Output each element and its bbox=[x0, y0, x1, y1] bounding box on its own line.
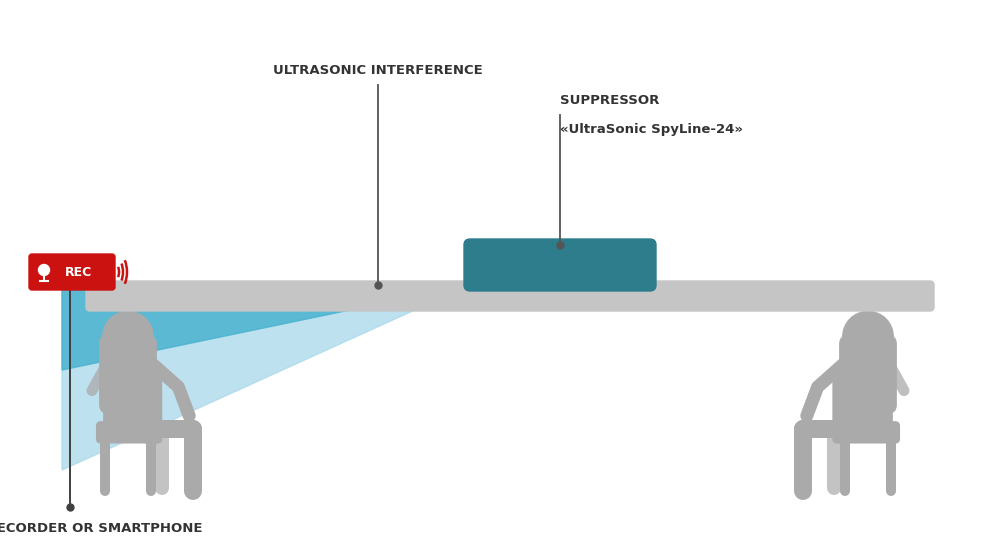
FancyBboxPatch shape bbox=[97, 422, 159, 443]
Polygon shape bbox=[62, 285, 470, 470]
FancyBboxPatch shape bbox=[104, 397, 152, 438]
FancyBboxPatch shape bbox=[840, 336, 896, 413]
Text: SUPPRESSOR: SUPPRESSOR bbox=[560, 94, 659, 107]
FancyBboxPatch shape bbox=[100, 336, 156, 413]
FancyBboxPatch shape bbox=[833, 374, 852, 443]
Text: «UltraSonic SpyLine-24»: «UltraSonic SpyLine-24» bbox=[560, 123, 743, 136]
FancyBboxPatch shape bbox=[837, 422, 899, 443]
FancyBboxPatch shape bbox=[143, 374, 162, 443]
FancyBboxPatch shape bbox=[464, 239, 656, 291]
Circle shape bbox=[843, 311, 893, 362]
FancyBboxPatch shape bbox=[86, 281, 934, 311]
Polygon shape bbox=[62, 285, 470, 370]
Text: REC: REC bbox=[64, 266, 92, 278]
Circle shape bbox=[38, 265, 50, 276]
Text: VOICE RECORDER OR SMARTPHONE: VOICE RECORDER OR SMARTPHONE bbox=[0, 522, 203, 535]
FancyBboxPatch shape bbox=[844, 397, 892, 438]
FancyBboxPatch shape bbox=[29, 254, 115, 290]
Circle shape bbox=[103, 311, 153, 362]
Text: ULTRASONIC INTERFERENCE: ULTRASONIC INTERFERENCE bbox=[273, 64, 483, 77]
